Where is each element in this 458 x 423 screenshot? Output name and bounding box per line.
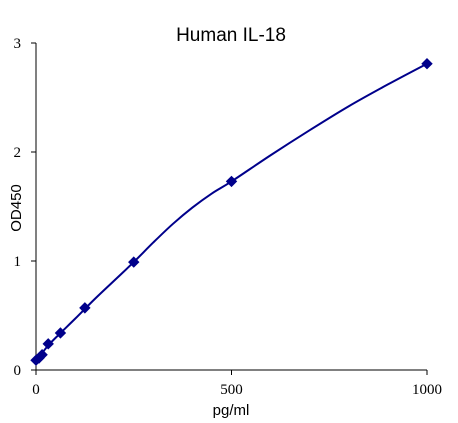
data-point-marker [54, 327, 67, 339]
fit-curve-line [35, 62, 428, 362]
y-tick-label: 3 [14, 36, 22, 52]
data-point-marker [79, 302, 91, 314]
data-point-marker [42, 338, 54, 350]
x-tick-label: 500 [220, 382, 243, 398]
y-tick-label: 1 [14, 254, 22, 270]
axes: 0 1 2 3 0 500 1000 [14, 36, 443, 398]
chart-title: Human IL-18 [176, 25, 286, 46]
data-point-marker [421, 58, 433, 70]
data-point-marker [225, 175, 238, 188]
data-point-marker [36, 349, 48, 361]
data-point-marker [128, 256, 140, 268]
y-axis-label: OD450 [8, 184, 25, 232]
x-axis-label: pg/ml [213, 402, 250, 419]
y-tick-label: 0 [14, 363, 22, 379]
data-points-layer [30, 58, 433, 366]
fit-curve-layer [35, 62, 428, 362]
x-tick-label: 0 [32, 382, 40, 398]
y-tick-label: 2 [14, 145, 22, 161]
x-tick-label: 1000 [412, 382, 442, 398]
